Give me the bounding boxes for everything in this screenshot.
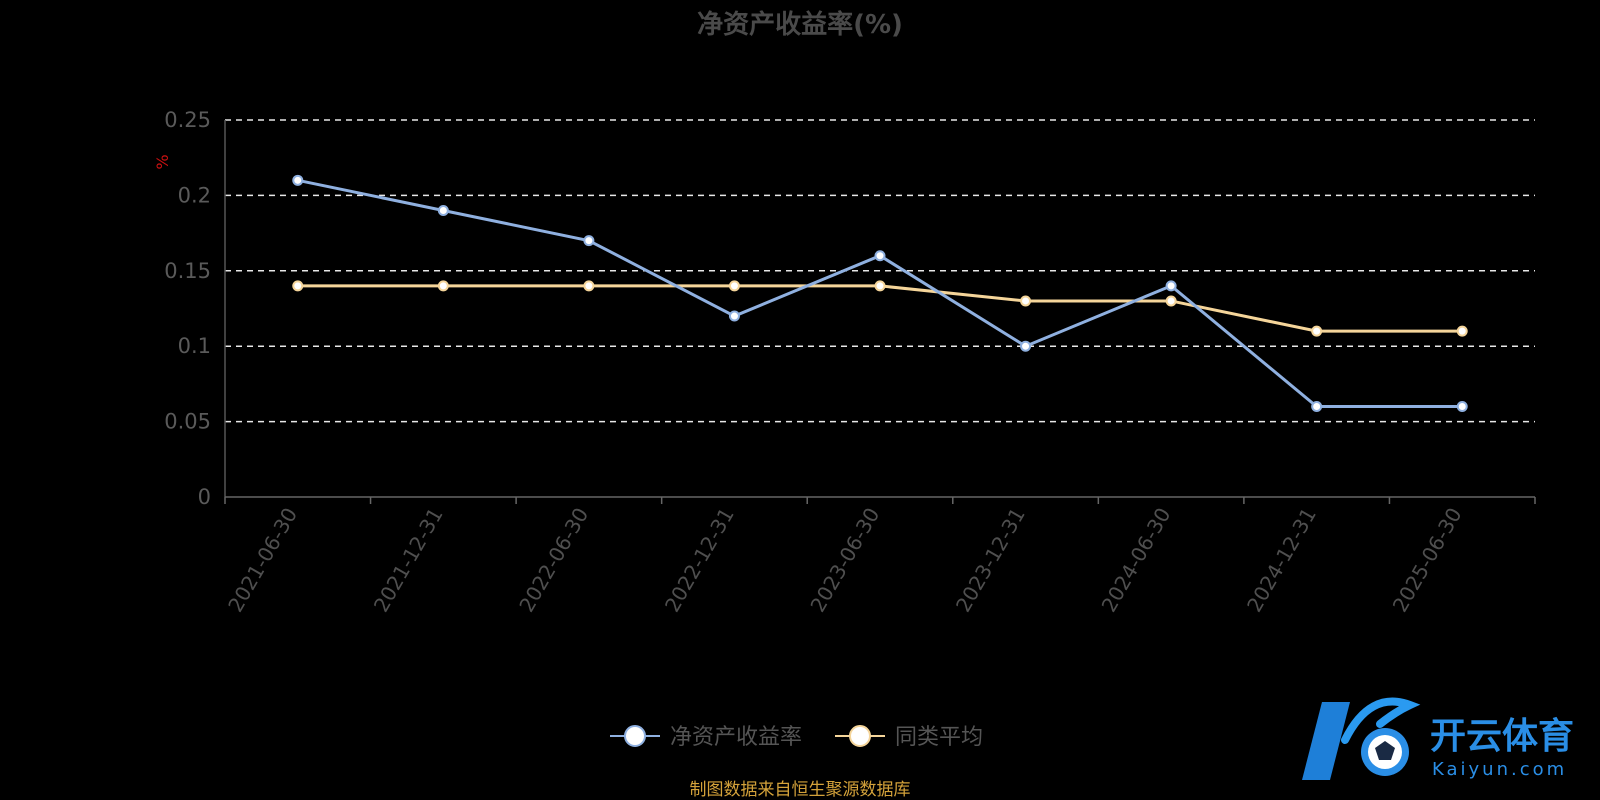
legend-label: 净资产收益率 xyxy=(670,725,802,750)
series-line-1 xyxy=(297,284,1463,333)
grid-lines xyxy=(225,119,1535,423)
x-tick-label: 2024-12-31 xyxy=(1242,504,1321,617)
data-point[interactable] xyxy=(437,204,449,216)
data-point[interactable] xyxy=(874,280,886,292)
data-point[interactable] xyxy=(292,280,304,292)
legend-marker-icon xyxy=(849,725,871,747)
series-lines xyxy=(292,174,1468,413)
y-tick-label: 0.15 xyxy=(164,259,211,283)
x-tick-label: 2024-06-30 xyxy=(1097,504,1176,617)
kaiyun-logo-icon xyxy=(1302,697,1421,780)
x-tick-label: 2022-12-31 xyxy=(660,504,739,617)
legend[interactable]: 净资产收益率 同类平均 xyxy=(610,725,983,750)
data-point[interactable] xyxy=(1456,401,1468,413)
data-point[interactable] xyxy=(292,174,304,186)
data-point[interactable] xyxy=(1456,325,1468,337)
legend-marker-icon xyxy=(624,725,646,747)
x-tick-label: 2023-06-30 xyxy=(805,504,884,617)
data-point[interactable] xyxy=(1311,325,1323,337)
x-tick-label: 2022-06-30 xyxy=(514,504,593,617)
data-point[interactable] xyxy=(583,280,595,292)
y-tick-label: 0 xyxy=(198,485,211,509)
logo-text: 开云体育 xyxy=(1430,716,1574,757)
x-tick-label: 2025-06-30 xyxy=(1388,504,1467,617)
data-point[interactable] xyxy=(1020,295,1032,307)
x-tick-label: 2023-12-31 xyxy=(951,504,1030,617)
logo-subtext: Kaiyun.com xyxy=(1432,759,1567,780)
y-tick-label: 0.05 xyxy=(164,410,211,434)
data-point[interactable] xyxy=(728,310,740,322)
x-tick-label: 2021-06-30 xyxy=(223,504,302,617)
axes xyxy=(224,120,1536,504)
chart-title: 净资产收益率(%) xyxy=(697,9,903,40)
y-axis-unit: % xyxy=(153,154,172,169)
data-source-note: 制图数据来自恒生聚源数据库 xyxy=(690,780,911,800)
x-tick-labels: 2021-06-30 2021-12-31 2022-06-30 2022-12-31… xyxy=(223,504,1466,617)
data-point[interactable] xyxy=(874,250,886,262)
legend-item-series-0[interactable]: 净资产收益率 xyxy=(610,725,802,750)
y-tick-label: 0.25 xyxy=(164,108,211,132)
y-tick-label: 0.2 xyxy=(178,183,211,207)
data-point[interactable] xyxy=(728,280,740,292)
data-point[interactable] xyxy=(1165,280,1177,292)
data-point[interactable] xyxy=(1165,295,1177,307)
data-point[interactable] xyxy=(583,235,595,247)
data-point[interactable] xyxy=(1020,340,1032,352)
series-line-0 xyxy=(297,178,1463,409)
legend-item-series-1[interactable]: 同类平均 xyxy=(835,725,983,750)
kaiyun-logo: 开云体育 Kaiyun.com xyxy=(1302,697,1574,780)
data-point[interactable] xyxy=(437,280,449,292)
x-tick-label: 2021-12-31 xyxy=(369,504,448,617)
data-point[interactable] xyxy=(1311,401,1323,413)
y-tick-labels: 0 0.05 0.1 0.15 0.2 0.25 xyxy=(164,108,211,509)
legend-label: 同类平均 xyxy=(895,725,983,750)
y-tick-label: 0.1 xyxy=(178,334,211,358)
